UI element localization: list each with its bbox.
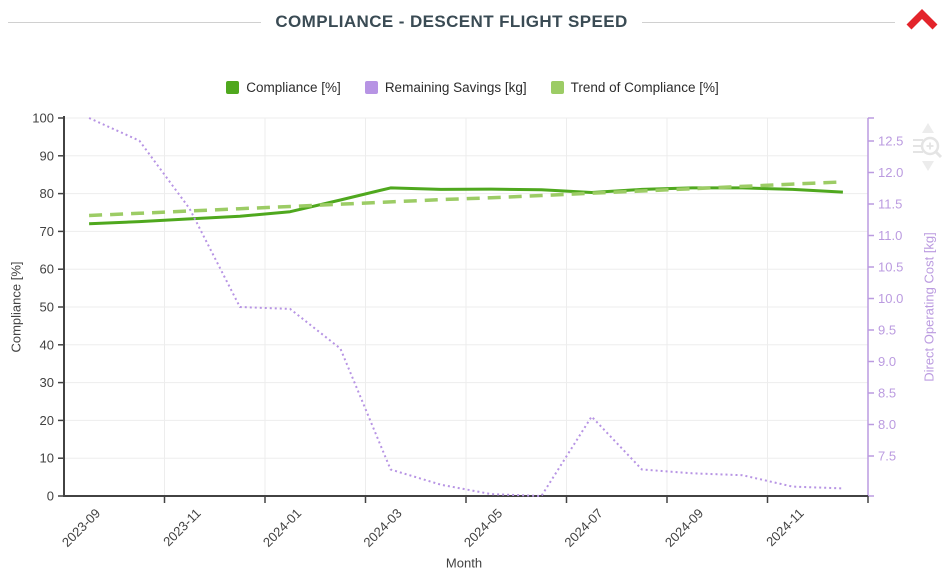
svg-text:2023-09: 2023-09 (59, 506, 103, 550)
x-axis: 2023-09 2023-11 2024-01 2024-03 2024-05 2024-… (59, 495, 869, 550)
svg-text:12.0: 12.0 (878, 165, 903, 180)
svg-text:8.5: 8.5 (878, 386, 896, 401)
series-line-remaining-savings-kg (88, 117, 843, 497)
legend-swatch-compliance (226, 81, 240, 94)
svg-text:2024-05: 2024-05 (461, 506, 505, 550)
axis-zoom-icon[interactable] (913, 123, 943, 171)
svg-text:9.5: 9.5 (878, 323, 896, 338)
chart-header: COMPLIANCE - DESCENT FLIGHT SPEED (8, 12, 895, 32)
x-axis-title: Month (445, 555, 483, 571)
svg-text:80: 80 (40, 186, 54, 201)
chart-legend: Compliance [%] Remaining Savings [kg] Tr… (0, 80, 945, 95)
svg-text:2024-01: 2024-01 (260, 506, 304, 550)
grid-lines (64, 117, 869, 497)
legend-item-remaining-savings[interactable]: Remaining Savings [kg] (364, 80, 527, 95)
header-divider-right (641, 21, 895, 23)
svg-text:50: 50 (40, 300, 54, 315)
svg-text:60: 60 (40, 262, 54, 277)
legend-item-trend[interactable]: Trend of Compliance [%] (550, 80, 719, 95)
series-line-compliance (89, 186, 843, 226)
legend-label-compliance: Compliance [%] (246, 80, 341, 95)
svg-text:2024-03: 2024-03 (360, 506, 404, 550)
legend-label-trend: Trend of Compliance [%] (570, 80, 719, 95)
svg-text:10.0: 10.0 (878, 291, 903, 306)
svg-text:30: 30 (40, 375, 54, 390)
legend-swatch-remaining-savings (364, 81, 378, 94)
svg-text:10: 10 (40, 451, 54, 466)
header-divider-left (8, 21, 262, 23)
left-axis: 0 10 20 30 40 50 60 70 80 90 100 (32, 111, 65, 504)
svg-text:11.5: 11.5 (878, 197, 902, 212)
svg-text:8.0: 8.0 (878, 417, 896, 432)
svg-text:2024-09: 2024-09 (662, 506, 706, 550)
svg-text:12.5: 12.5 (878, 134, 903, 149)
svg-text:90: 90 (40, 148, 54, 163)
legend-swatch-trend (550, 81, 564, 94)
legend-label-remaining-savings: Remaining Savings [kg] (384, 80, 527, 95)
svg-text:2024-11: 2024-11 (763, 506, 807, 550)
svg-text:11.0: 11.0 (878, 228, 902, 243)
page-title: COMPLIANCE - DESCENT FLIGHT SPEED (275, 12, 628, 31)
svg-text:9.0: 9.0 (878, 354, 896, 369)
chevron-up-icon (906, 9, 938, 30)
collapse-panel-button[interactable] (905, 8, 939, 34)
right-axis: 7.5 8.0 8.5 9.0 9.5 10.0 10.5 11.0 11.5 12.0 12.5 (867, 117, 903, 497)
svg-text:10.5: 10.5 (878, 260, 903, 275)
svg-text:0: 0 (47, 489, 54, 504)
svg-text:2024-07: 2024-07 (561, 506, 605, 550)
legend-item-compliance[interactable]: Compliance [%] (226, 80, 341, 95)
svg-text:20: 20 (40, 413, 54, 428)
svg-text:100: 100 (32, 111, 54, 126)
svg-text:40: 40 (40, 337, 54, 352)
svg-text:2023-11: 2023-11 (160, 506, 204, 550)
svg-text:70: 70 (40, 224, 54, 239)
svg-text:7.5: 7.5 (878, 449, 896, 464)
